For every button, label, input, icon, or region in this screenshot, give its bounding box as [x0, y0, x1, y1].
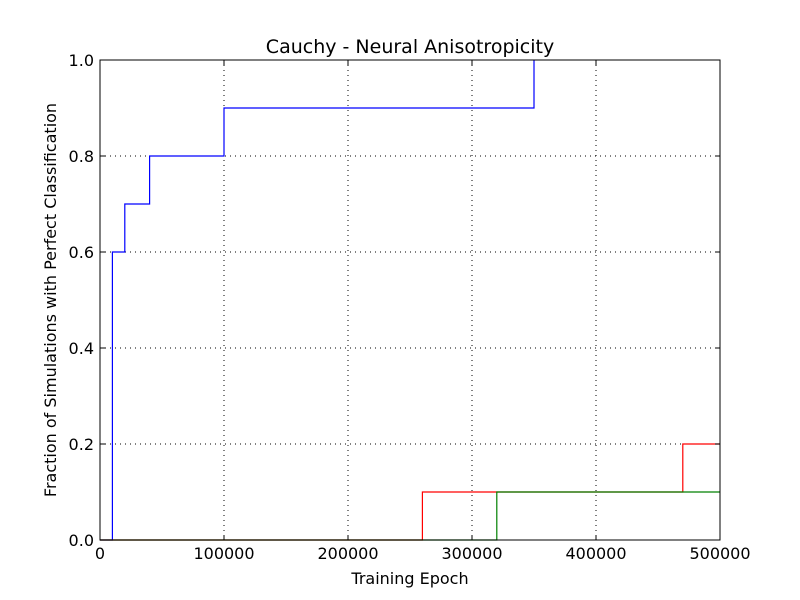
- x-tick-label: 200000: [317, 544, 378, 563]
- grid-layer: [100, 60, 720, 540]
- y-axis-label: Fraction of Simulations with Perfect Cla…: [41, 103, 60, 497]
- x-tick-label: 400000: [565, 544, 626, 563]
- chart-title: Cauchy - Neural Anisotropicity: [266, 36, 554, 58]
- x-tick-label: 100000: [193, 544, 254, 563]
- series-line-1: [100, 60, 535, 541]
- x-tick-label: 0: [95, 544, 105, 563]
- y-tick-label: 0.4: [69, 339, 94, 358]
- y-tick-label: 0.6: [69, 243, 94, 262]
- y-tick-label: 0.8: [69, 147, 94, 166]
- x-tick-label: 300000: [441, 544, 502, 563]
- series-line-3: [100, 491, 720, 541]
- x-tick-label: 500000: [689, 544, 750, 563]
- plot-frame: [99, 59, 721, 541]
- series-layer: [100, 60, 720, 541]
- y-tick-label: 1.0: [69, 51, 94, 70]
- y-tick-label: 0.2: [69, 435, 94, 454]
- y-tick-label: 0.0: [69, 531, 94, 550]
- x-axis-label: Training Epoch: [350, 569, 468, 588]
- tick-layer: 0 100000 200000 300000 400000 500000 0.0 0.2 0.4…: [69, 51, 751, 563]
